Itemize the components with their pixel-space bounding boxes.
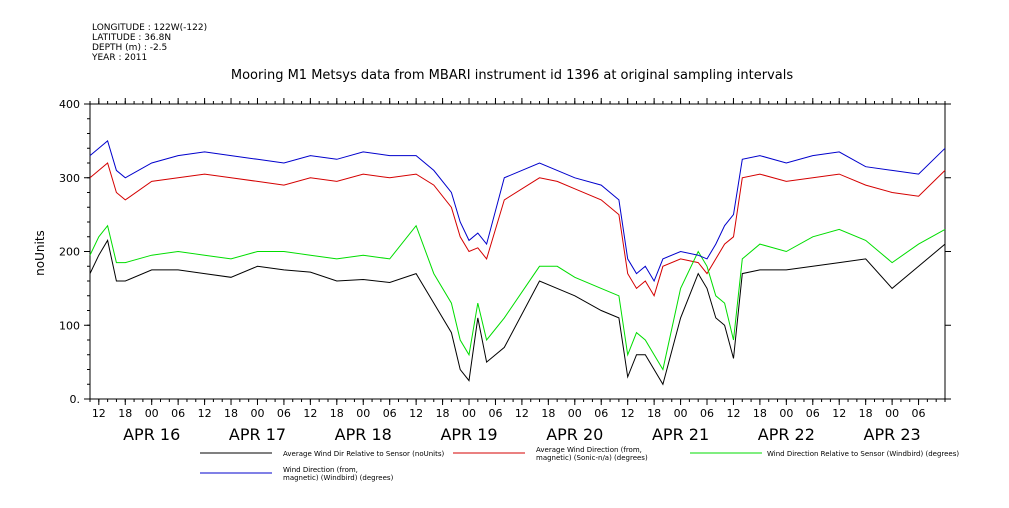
y-tick-label: 0.: [70, 393, 81, 406]
legend: Average Wind Dir Relative to Sensor (noU…: [200, 446, 959, 482]
x-tick-label: 18: [859, 407, 873, 420]
x-tick-label: 18: [753, 407, 767, 420]
x-tick-label: 00: [145, 407, 159, 420]
y-tick-label: 100: [59, 319, 80, 332]
x-tick-label: 06: [594, 407, 608, 420]
series-line-2: [89, 162, 946, 298]
x-tick-label: 12: [303, 407, 317, 420]
x-tick-label: 00: [674, 407, 688, 420]
x-tick-label: 18: [118, 407, 132, 420]
plot-series: [89, 140, 946, 386]
legend-label: magnetic) (Sonic-n/a) (degrees): [536, 454, 648, 462]
x-date-label: APR 16: [123, 425, 180, 444]
x-tick-label: 06: [806, 407, 820, 420]
meta-longitude: LONGITUDE : 122W(-122): [92, 23, 207, 33]
x-tick-label: 18: [541, 407, 555, 420]
x-tick-label: 00: [568, 407, 582, 420]
x-tick-label: 06: [700, 407, 714, 420]
legend-label: Average Wind Dir Relative to Sensor (noU…: [283, 450, 444, 458]
x-tick-label: 00: [250, 407, 264, 420]
x-date-label: APR 21: [652, 425, 709, 444]
legend-label: Wind Direction Relative to Sensor (Windb…: [767, 450, 959, 458]
x-tick-label: 00: [885, 407, 899, 420]
x-date-label: APR 19: [440, 425, 497, 444]
x-tick-label: 12: [726, 407, 740, 420]
x-date-label: APR 22: [758, 425, 815, 444]
meta-latitude: LATITUDE : 36.8N: [92, 33, 171, 43]
x-tick-label: 06: [488, 407, 502, 420]
x-tick-label: 18: [436, 407, 450, 420]
x-tick-label: 18: [647, 407, 661, 420]
x-tick-label: 00: [779, 407, 793, 420]
x-tick-label: 12: [621, 407, 635, 420]
y-tick-label: 200: [59, 246, 80, 259]
y-axis-label: noUnits: [33, 230, 47, 276]
x-tick-label: 06: [912, 407, 926, 420]
meta-depth: DEPTH (m) : -2.5: [92, 43, 167, 53]
x-tick-label: 00: [356, 407, 370, 420]
x-date-label: APR 18: [335, 425, 392, 444]
x-date-label: APR 17: [229, 425, 286, 444]
x-tick-label: 06: [171, 407, 185, 420]
x-tick-label: 06: [383, 407, 397, 420]
x-tick-label: 18: [224, 407, 238, 420]
legend-label: Average Wind Direction (from,: [536, 446, 642, 454]
x-tick-label: 12: [832, 407, 846, 420]
x-tick-label: 06: [277, 407, 291, 420]
x-date-label: APR 20: [546, 425, 603, 444]
meta-year: YEAR : 2011: [91, 53, 147, 63]
x-tick-label: 12: [409, 407, 423, 420]
metadata-block: LONGITUDE : 122W(-122) LATITUDE : 36.8N …: [91, 23, 207, 63]
legend-label: Wind Direction (from,: [283, 466, 358, 474]
series-line-4: [89, 140, 946, 283]
y-tick-label: 300: [59, 172, 80, 185]
x-tick-label: 12: [92, 407, 106, 420]
series-line-3: [89, 224, 946, 371]
x-tick-label: 18: [330, 407, 344, 420]
series-line-1: [89, 239, 946, 386]
legend-label: magnetic) (Windbird) (degrees): [283, 474, 394, 482]
x-tick-label: 00: [462, 407, 476, 420]
x-date-label: APR 23: [864, 425, 921, 444]
plot-frame: [89, 103, 946, 400]
y-tick-label: 400: [59, 98, 80, 111]
x-tick-label: 12: [198, 407, 212, 420]
plot-axes: 0. 100 200 300 400 12 18 00 06 12 18 00 06 12 18 00 06 12…: [59, 98, 951, 444]
x-tick-label: 12: [515, 407, 529, 420]
chart-title: Mooring M1 Metsys data from MBARI instru…: [231, 68, 793, 83]
